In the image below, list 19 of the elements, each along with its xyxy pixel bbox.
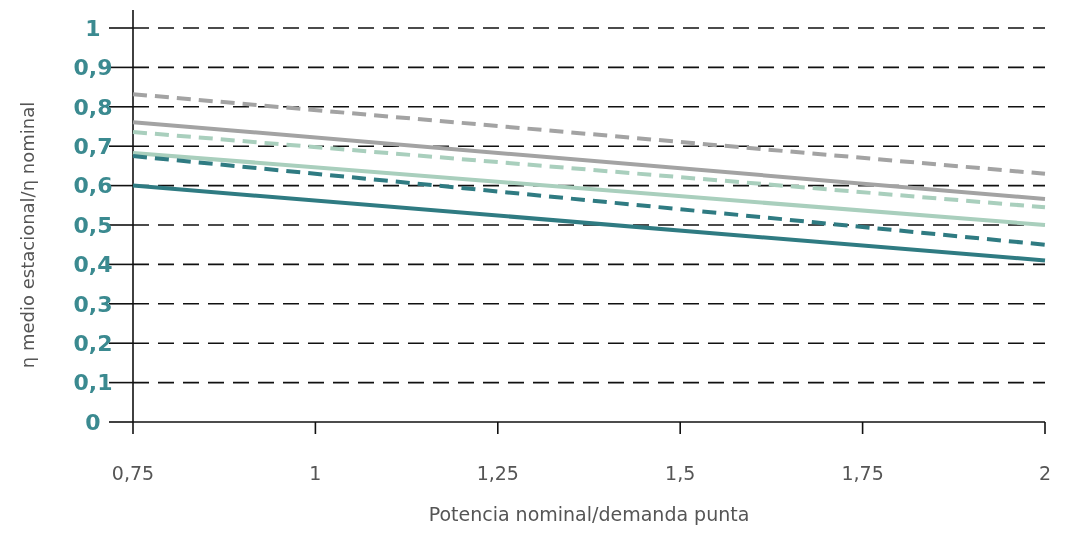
y-tick-label: 0,4 bbox=[73, 252, 113, 278]
y-tick-label: 0,9 bbox=[73, 55, 113, 81]
x-axis-title: Potencia nominal/demanda punta bbox=[428, 503, 750, 525]
y-axis-title: η medio estacional/η nominal bbox=[17, 101, 38, 369]
x-tick-label: 0,75 bbox=[111, 462, 155, 484]
y-tick-label: 0,5 bbox=[73, 212, 113, 238]
x-tick-label: 1,5 bbox=[665, 462, 696, 484]
x-tick-label: 2 bbox=[1038, 462, 1052, 484]
y-tick-label: 0,1 bbox=[73, 370, 113, 396]
y-tick-label: 0,3 bbox=[73, 291, 113, 317]
x-tick-label: 1,25 bbox=[476, 462, 519, 484]
y-tick-label: 0,2 bbox=[73, 330, 113, 356]
y-tick-label: 0,8 bbox=[73, 94, 113, 120]
x-tick-label: 1,75 bbox=[841, 462, 884, 484]
y-tick-label: 0 bbox=[85, 409, 101, 435]
y-tick-label: 0,7 bbox=[73, 133, 113, 159]
y-tick-label: 1 bbox=[85, 15, 101, 41]
y-tick-label: 0,6 bbox=[73, 173, 113, 199]
x-tick-label: 1 bbox=[309, 462, 322, 484]
